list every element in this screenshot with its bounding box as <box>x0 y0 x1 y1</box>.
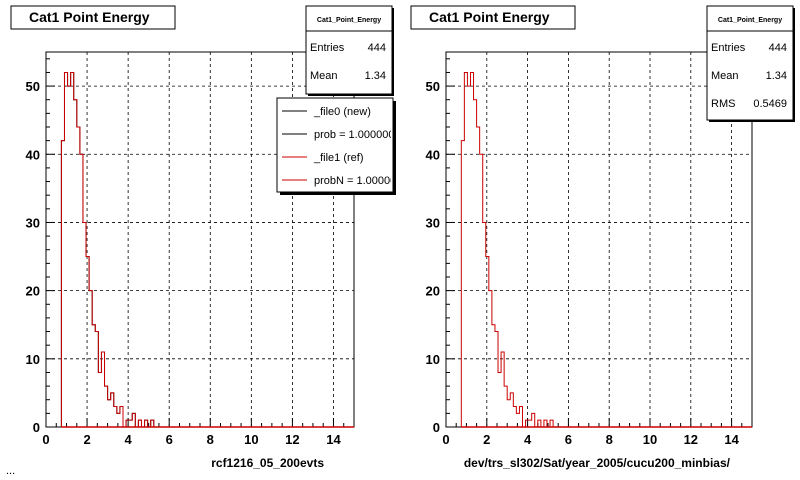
x-tick-label: 12 <box>684 432 698 447</box>
stats-value: 1.34 <box>365 70 386 82</box>
y-tick-label: 50 <box>426 79 440 94</box>
legend-box <box>276 97 394 193</box>
x-tick-label: 14 <box>326 432 341 447</box>
stats-label: Entries <box>711 42 746 54</box>
y-tick-label: 40 <box>426 147 440 162</box>
stats-name: Cat1_Point_Energy <box>317 17 381 24</box>
stats-value: 444 <box>769 42 787 54</box>
stats-label: Mean <box>711 70 739 82</box>
x-tick-label: 2 <box>483 432 490 447</box>
legend-label: prob = 1.000000 <box>314 129 394 141</box>
legend-label: _file0 (new) <box>313 106 371 118</box>
x-tick-label: 8 <box>606 432 613 447</box>
title-box <box>10 5 176 30</box>
x-tick-label: 4 <box>125 432 133 447</box>
legend-label: probN = 1.000000 <box>314 175 402 187</box>
x-axis-label: rcf1216_05_200evts <box>211 456 324 470</box>
stats-name: Cat1_Point_Energy <box>718 17 782 24</box>
stats-label: Entries <box>310 42 345 54</box>
legend-entries: _file0 (new) prob = 1.000000 _file1 (ref) p… <box>282 106 402 187</box>
x-tick-label: 12 <box>285 432 299 447</box>
y-tick-label: 10 <box>26 352 40 367</box>
stats-label: Mean <box>310 70 338 82</box>
x-tick-label: 14 <box>724 432 739 447</box>
x-tick-label: 4 <box>524 432 532 447</box>
x-tick-label: 0 <box>442 432 449 447</box>
chart-title: Cat1 Point Energy <box>429 9 550 25</box>
x-tick-label: 6 <box>565 432 572 447</box>
y-tick-label: 0 <box>433 420 440 435</box>
x-tick-label: 2 <box>83 432 90 447</box>
x-tick-label: 0 <box>42 432 49 447</box>
x-tick-label: 10 <box>244 432 258 447</box>
plot-frame <box>445 51 753 428</box>
panel-1: 0 2 4 6 8 10 12 14 0 10 20 30 40 50 Cat1 Point Energy C… <box>10 5 402 470</box>
x-tick-label: 6 <box>166 432 173 447</box>
panel-2: 0 2 4 6 8 10 12 14 0 10 20 30 40 50 Cat1 Point Energy C… <box>410 5 795 470</box>
y-tick-label: 20 <box>426 284 440 299</box>
y-tick-label: 10 <box>426 352 440 367</box>
y-tick-label: 50 <box>26 79 40 94</box>
y-tick-label: 40 <box>26 147 40 162</box>
title-box <box>410 5 576 30</box>
stats-box <box>706 5 794 121</box>
stats-value: 444 <box>368 42 386 54</box>
legend-label: _file1 (ref) <box>313 152 364 164</box>
chart-title: Cat1 Point Energy <box>29 9 150 25</box>
y-tick-label: 0 <box>33 420 40 435</box>
footer-text: ... <box>6 465 15 477</box>
stats-label: RMS <box>711 98 735 110</box>
stats-box <box>305 5 393 95</box>
stats-value: 0.5469 <box>753 98 787 110</box>
y-tick-label: 20 <box>26 284 40 299</box>
y-tick-label: 30 <box>26 215 40 230</box>
x-axis-label: dev/trs_sl302/Sat/year_2005/cucu200_minb… <box>464 456 731 470</box>
stats-value: 1.34 <box>766 70 787 82</box>
x-tick-label: 8 <box>207 432 214 447</box>
y-tick-label: 30 <box>426 215 440 230</box>
x-tick-label: 10 <box>643 432 657 447</box>
